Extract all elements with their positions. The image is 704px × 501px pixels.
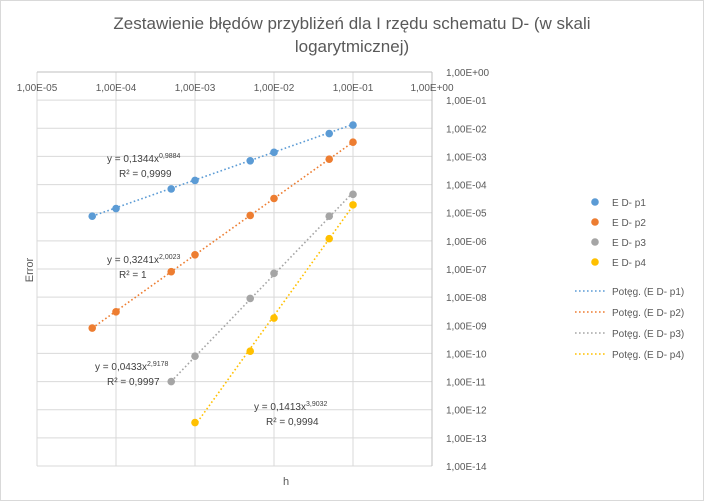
data-point — [112, 308, 120, 316]
data-point — [88, 212, 97, 221]
y-axis-ticks: 1,00E+00 1,00E-01 1,00E-02 1,00E-03 1,00E-04… — [446, 68, 490, 473]
trendline-equation: y = 0,0433x2,9178 — [95, 361, 169, 373]
chart-legend: E D- p1 E D- p2 E D- p3 E D- p4 Potęg. (E D-… — [575, 198, 684, 361]
x-tick-label: 1,00E-03 — [175, 83, 216, 94]
x-tick-label: 1,00E+00 — [410, 83, 454, 94]
trendline — [91, 141, 354, 329]
trendline-r-squared: R² = 0,9997 — [107, 377, 160, 388]
data-point — [246, 156, 255, 165]
trendline-equation: y = 0,3241x2,0023 — [107, 254, 181, 266]
data-point — [349, 121, 357, 129]
y-axis-title: Error — [24, 257, 36, 282]
x-tick-label: 1,00E-04 — [96, 83, 137, 94]
data-point — [88, 324, 97, 332]
y-tick-label: 1,00E-07 — [446, 265, 487, 276]
y-tick-label: 1,00E-01 — [446, 96, 487, 107]
data-point — [191, 176, 199, 185]
y-tick-label: 1,00E-13 — [446, 434, 487, 445]
data-point — [112, 204, 120, 213]
x-tick-label: 1,00E-05 — [17, 83, 58, 94]
y-tick-label: 1,00E-12 — [446, 406, 487, 417]
data-point — [246, 211, 255, 220]
trendline-equation: y = 0,1413x3,9032 — [254, 401, 328, 413]
x-tick-label: 1,00E-01 — [333, 83, 374, 94]
legend-label: Potęg. (E D- p4) — [612, 350, 684, 361]
legend-label: E D- p1 — [612, 198, 646, 209]
data-point — [246, 347, 255, 356]
trendline-r-squared: R² = 0,9994 — [266, 417, 319, 428]
y-tick-label: 1,00E-05 — [446, 209, 487, 220]
data-point — [191, 418, 199, 427]
trendline-equations: y = 0,1344x0,9884 R² = 0,9999 y = 0,3241x2… — [95, 153, 328, 428]
data-point — [325, 234, 334, 243]
trendline-equation: y = 0,1344x0,9884 — [107, 153, 181, 165]
chart-title-line-1: Zestawienie błędów przybliżeń dla I rzęd… — [113, 14, 590, 33]
y-tick-label: 1,00E-08 — [446, 293, 487, 304]
data-point — [270, 148, 278, 157]
y-tick-label: 1,00E-14 — [446, 462, 487, 473]
trendline-r-squared: R² = 0,9999 — [119, 169, 172, 180]
legend-label: Potęg. (E D- p1) — [612, 287, 684, 298]
legend-label: E D- p4 — [612, 258, 646, 269]
data-point — [246, 294, 255, 303]
data-point — [325, 212, 334, 221]
x-tick-label: 1,00E-02 — [254, 83, 295, 94]
y-tick-label: 1,00E-11 — [446, 378, 486, 389]
data-point — [349, 190, 357, 199]
legend-marker — [591, 258, 599, 266]
y-tick-label: 1,00E-10 — [446, 349, 487, 360]
trendline — [194, 205, 354, 426]
y-tick-label: 1,00E-06 — [446, 237, 487, 248]
data-point — [270, 314, 278, 322]
data-point — [270, 269, 278, 278]
data-point — [325, 129, 334, 138]
data-points — [88, 121, 357, 427]
data-point — [167, 185, 176, 193]
data-point — [167, 377, 176, 386]
legend-label: E D- p2 — [612, 218, 646, 229]
data-point — [191, 352, 199, 360]
data-point — [167, 267, 176, 276]
y-tick-label: 1,00E-09 — [446, 321, 487, 332]
data-point — [191, 250, 199, 259]
x-axis-ticks: 1,00E-05 1,00E-04 1,00E-03 1,00E-02 1,00E-01… — [17, 83, 454, 94]
plot-grid — [36, 71, 433, 467]
data-point — [349, 138, 357, 147]
y-tick-label: 1,00E-04 — [446, 181, 487, 192]
chart-title-line-2: logarytmicznej) — [295, 37, 409, 56]
y-tick-label: 1,00E-03 — [446, 152, 487, 163]
legend-label: E D- p3 — [612, 238, 646, 249]
data-point — [349, 201, 357, 209]
legend-marker — [591, 198, 599, 206]
data-point — [325, 155, 334, 163]
y-tick-label: 1,00E-02 — [446, 124, 487, 135]
trendline-r-squared: R² = 1 — [119, 270, 147, 281]
legend-marker — [591, 238, 599, 246]
data-point — [270, 194, 278, 203]
legend-label: Potęg. (E D- p3) — [612, 329, 684, 340]
trendlines — [91, 123, 354, 426]
legend-label: Potęg. (E D- p2) — [612, 308, 684, 319]
legend-marker — [591, 218, 599, 226]
x-axis-title: h — [283, 476, 289, 488]
y-tick-label: 1,00E+00 — [446, 68, 490, 79]
